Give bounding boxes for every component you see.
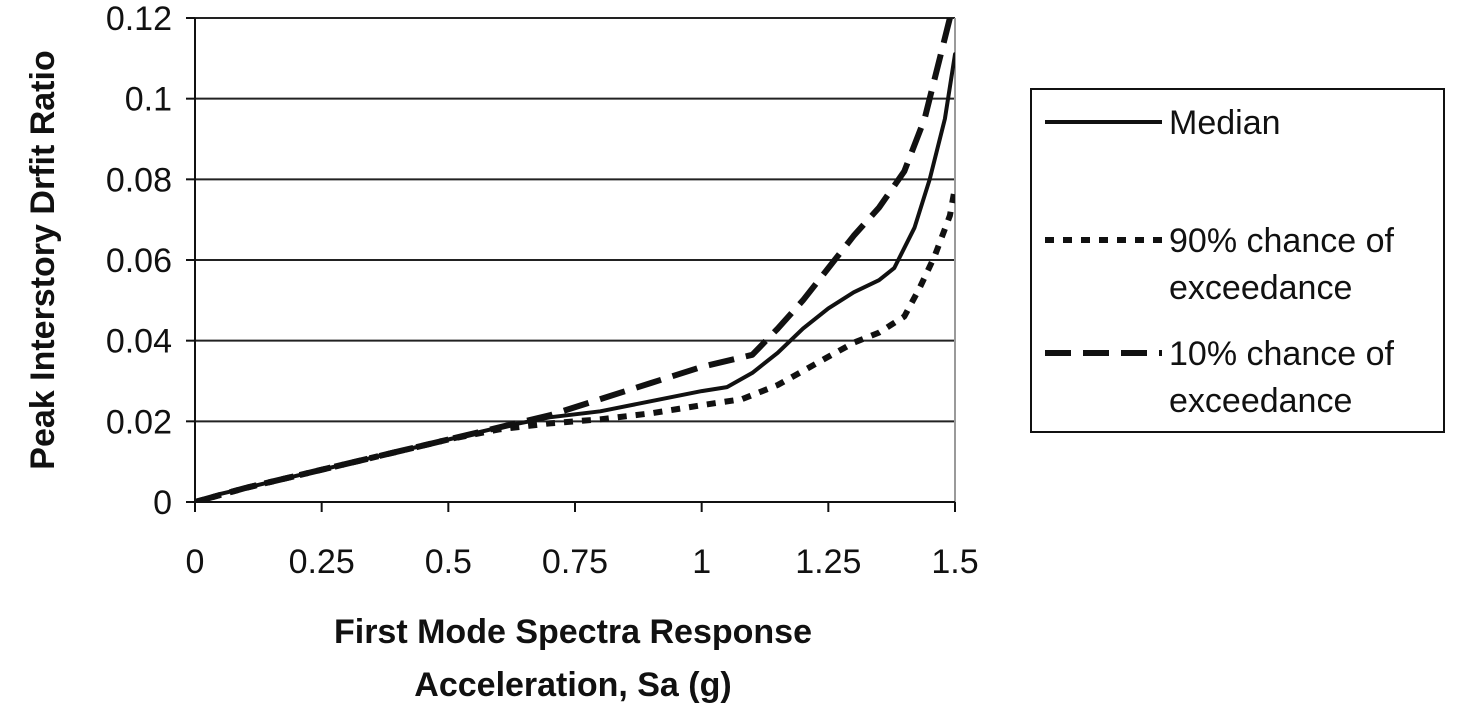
x-tick-label-4: 1 — [692, 543, 711, 581]
gridlines — [195, 17, 955, 423]
y-tick-label-4: 0.08 — [106, 161, 172, 199]
series-line-dotted — [195, 186, 955, 502]
x-axis-title-line-2: Acceleration, Sa (g) — [414, 666, 731, 704]
legend-label-dotted-0: 90% chance of — [1169, 222, 1394, 260]
x-tick-label-1: 0.25 — [289, 543, 355, 581]
x-tick-label-6: 1.5 — [931, 543, 978, 581]
legend-entry-solid: Median — [1045, 104, 1281, 142]
x-axis-title-line-1: First Mode Spectra Response — [334, 613, 812, 651]
legend-frame — [1030, 88, 1445, 433]
y-axis-ticks: 0 0.02 0.04 0.06 0.08 0.1 0.12 — [106, 0, 195, 522]
legend-label-dashed-0: 10% chance of — [1169, 335, 1394, 373]
legend-label-solid-0: Median — [1169, 104, 1281, 142]
x-axis-ticks: 0 0.25 0.5 0.75 1 1.25 1.5 — [186, 502, 979, 581]
legend-label-dotted-1: exceedance — [1169, 269, 1352, 307]
x-tick-label-2: 0.5 — [425, 543, 472, 581]
series-layer — [195, 18, 955, 502]
y-tick-label-0: 0 — [153, 484, 172, 522]
legend-entry-dashed: 10% chance of exceedance — [1045, 335, 1394, 420]
x-tick-label-3: 0.75 — [542, 543, 608, 581]
y-axis-title: Peak Interstory Drfit Ratio — [24, 50, 62, 469]
y-tick-label-3: 0.06 — [106, 242, 172, 280]
legend-entry-dotted: 90% chance of exceedance — [1045, 222, 1394, 307]
x-tick-label-0: 0 — [186, 543, 205, 581]
series-line-solid — [195, 52, 955, 502]
legend-label-dashed-1: exceedance — [1169, 382, 1352, 420]
y-tick-label-1: 0.02 — [106, 403, 172, 441]
y-tick-label-2: 0.04 — [106, 323, 172, 361]
series-line-dashed — [195, 18, 953, 502]
y-tick-label-6: 0.12 — [106, 0, 172, 38]
y-tick-label-5: 0.1 — [125, 81, 172, 119]
x-tick-label-5: 1.25 — [795, 543, 861, 581]
